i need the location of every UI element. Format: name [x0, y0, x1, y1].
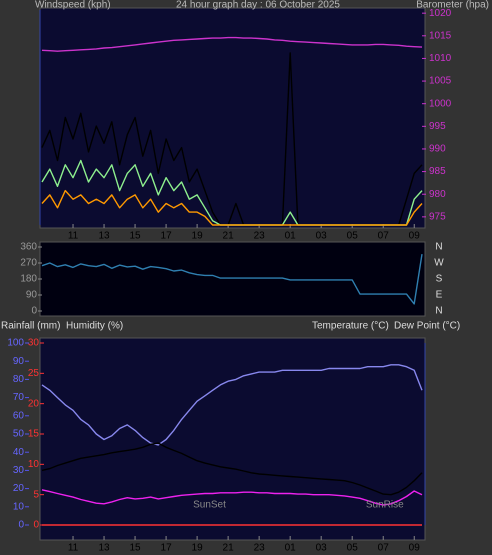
humidity-tick-label: 90 [13, 356, 25, 367]
x-tick-label: 07 [378, 231, 390, 242]
y-tick-label: 15 [28, 429, 40, 440]
y-tick-label: 360 [20, 242, 37, 253]
x-tick-label: 07 [378, 543, 390, 554]
plot-background [39, 241, 426, 317]
humidity-tick-label: 40 [13, 447, 25, 458]
humidity-tick-label: 20 [13, 483, 25, 494]
y2-tick-label: 1015 [429, 30, 452, 41]
y-tick-label: 90 [26, 290, 38, 301]
x-tick-label: 15 [129, 543, 141, 554]
y-tick-label: 25 [28, 368, 40, 379]
y2-tick-label: 1000 [429, 98, 452, 109]
y-tick-label: 270 [20, 258, 37, 269]
humidity-tick-label: 0 [18, 520, 24, 531]
x-tick-label: 05 [347, 543, 359, 554]
plot-background [39, 7, 426, 229]
humidity-tick-label: 80 [13, 374, 25, 385]
x-tick-label: 21 [223, 231, 235, 242]
series-line [41, 36, 423, 52]
series-line [41, 189, 423, 226]
humidity-tick-label: 30 [13, 465, 25, 476]
x-tick-label: 11 [68, 231, 79, 242]
x-tick-label: 09 [409, 231, 421, 242]
y2-tick-label: 980 [429, 189, 446, 200]
x-tick-label: 09 [409, 543, 421, 554]
y2-tick-label: 1005 [429, 76, 452, 87]
x-tick-label: 05 [347, 231, 359, 242]
compass-label: S [436, 274, 443, 285]
x-tick-label: 01 [285, 543, 297, 554]
series-line [41, 489, 423, 506]
x-tick-label: 23 [254, 543, 266, 554]
y-tick-label: 180 [20, 274, 37, 285]
x-tick-label: 11 [68, 543, 79, 554]
series-line [41, 253, 423, 305]
chart-title: 24 hour graph day : 06 October 2025 [176, 0, 340, 11]
y-tick-label: 20 [28, 398, 40, 409]
y-axis-title: Windspeed (kph) [35, 0, 111, 11]
y-tick-label: 0 [33, 520, 39, 531]
humidity-tick-label: 50 [13, 429, 25, 440]
compass-label: W [434, 258, 444, 269]
series-line [41, 442, 423, 496]
y2-axis-title: Barometer (hpa) [416, 0, 489, 11]
compass-label: E [436, 290, 443, 301]
x-tick-label: 13 [98, 543, 110, 554]
x-tick-label: 21 [223, 543, 235, 554]
y-tick-label: 0 [31, 306, 37, 317]
x-tick-label: 15 [129, 231, 141, 242]
y2-tick-label: 1020 [429, 8, 452, 19]
humidity-axis-title: Humidity (%) [66, 321, 123, 332]
annotation: SunSet [193, 500, 226, 511]
x-tick-label: 13 [98, 231, 110, 242]
x-tick-label: 01 [285, 231, 297, 242]
series-line [41, 364, 423, 446]
y-tick-label: 30 [28, 338, 40, 349]
x-tick-label: 23 [254, 231, 266, 242]
x-tick-label: 03 [316, 543, 328, 554]
humidity-tick-label: 70 [13, 392, 25, 403]
y2-tick-label: 995 [429, 121, 446, 132]
y2-tick-label: 990 [429, 144, 446, 155]
temperature-axis-title: Temperature (°C) [312, 321, 389, 332]
y2-tick-label: 975 [429, 211, 446, 222]
x-tick-label: 17 [161, 231, 173, 242]
annotation: SunRise [366, 500, 404, 511]
y2-tick-label: 985 [429, 166, 446, 177]
rain-axis-title: Rainfall (mm) [1, 321, 60, 332]
dewpoint-axis-title: Dew Point (°C) [394, 321, 460, 332]
humidity-tick-label: 10 [13, 501, 25, 512]
y2-tick-label: 1010 [429, 53, 452, 64]
compass-label: N [435, 242, 442, 253]
x-tick-label: 19 [192, 543, 204, 554]
compass-label: N [435, 306, 442, 317]
humidity-tick-label: 60 [13, 410, 25, 421]
x-tick-label: 19 [192, 231, 204, 242]
y-tick-label: 5 [33, 489, 39, 500]
x-tick-label: 03 [316, 231, 328, 242]
x-tick-label: 17 [161, 543, 173, 554]
y-tick-label: 10 [28, 459, 40, 470]
humidity-tick-label: 100 [7, 338, 24, 349]
